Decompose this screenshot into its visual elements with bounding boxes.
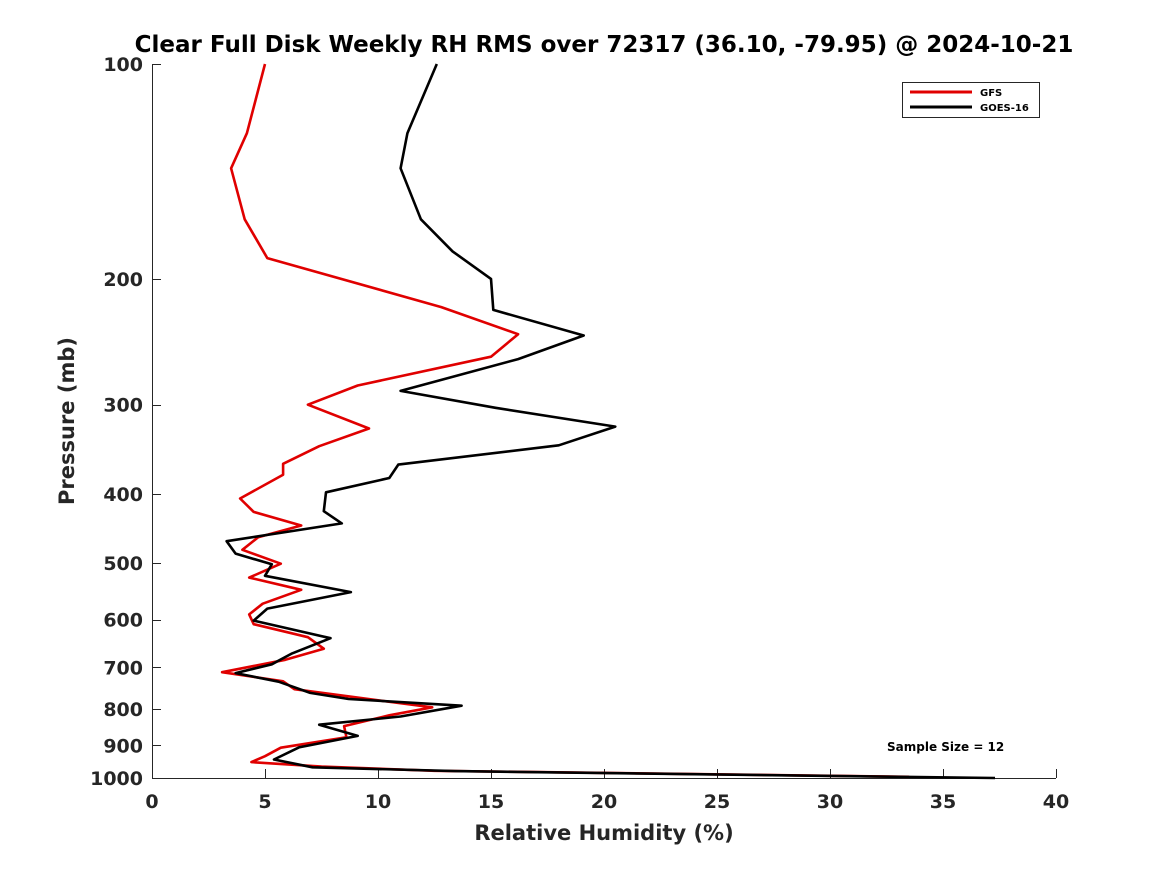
y-tick-label-100: 100 <box>103 54 143 76</box>
x-ticks: 0 5 10 15 20 25 30 35 40 <box>145 769 1069 813</box>
x-tick-label-20: 20 <box>591 791 617 813</box>
y-tick-label-800: 800 <box>103 699 143 721</box>
x-tick-label-10: 10 <box>365 791 391 813</box>
legend-label-goes16: GOES-16 <box>980 103 1029 114</box>
series-lines <box>220 63 996 780</box>
x-tick-label-5: 5 <box>258 791 271 813</box>
x-axis-label: Relative Humidity (%) <box>474 821 733 845</box>
y-tick-label-200: 200 <box>103 269 143 291</box>
y-axis-label: Pressure (mb) <box>55 337 79 505</box>
y-ticks: 100 200 300 400 500 600 700 800 900 1000 <box>90 54 161 790</box>
x-tick-label-35: 35 <box>930 791 956 813</box>
y-tick-label-700: 700 <box>103 657 143 679</box>
legend-label-gfs: GFS <box>980 88 1002 99</box>
y-tick-label-400: 400 <box>103 484 143 506</box>
series-line-goes16 <box>225 63 996 780</box>
x-tick-label-15: 15 <box>478 791 504 813</box>
series-line-gfs <box>220 63 910 779</box>
y-tick-label-1000: 1000 <box>90 768 143 790</box>
x-tick-label-30: 30 <box>817 791 843 813</box>
y-tick-label-500: 500 <box>103 553 143 575</box>
y-tick-label-900: 900 <box>103 735 143 757</box>
y-tick-label-300: 300 <box>103 395 143 417</box>
legend-box <box>902 82 1040 118</box>
legend: GFS GOES-16 <box>902 82 1040 118</box>
x-tick-label-40: 40 <box>1043 791 1069 813</box>
x-tick-label-25: 25 <box>704 791 730 813</box>
axes <box>152 64 1056 779</box>
chart-title: Clear Full Disk Weekly RH RMS over 72317… <box>135 32 1074 58</box>
sample-size-annotation: Sample Size = 12 <box>887 740 1004 754</box>
x-tick-label-0: 0 <box>145 791 158 813</box>
y-tick-label-600: 600 <box>103 610 143 632</box>
